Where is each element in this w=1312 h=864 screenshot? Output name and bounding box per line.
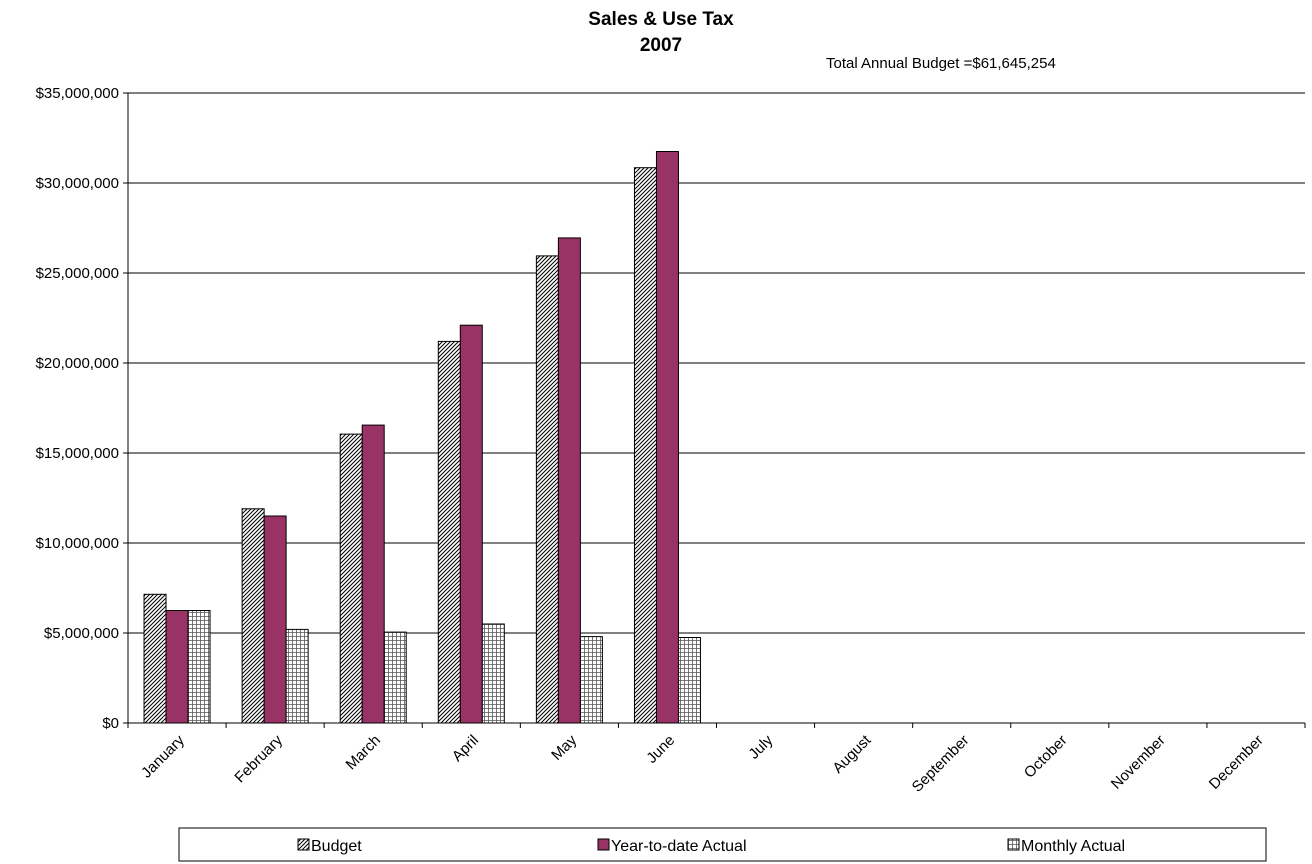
bar-year-to-date-actual-february	[263, 515, 287, 724]
chart-title: Sales & Use Tax	[588, 9, 734, 30]
x-axis: January February March April May June July Augu…	[127, 722, 1306, 796]
legend-swatch-budget	[297, 838, 310, 851]
y-axis: $0 $5,000,000 $10,000,000 $15,000,000 $20,00…	[36, 85, 129, 732]
legend-label-ytd-actual: Year-to-date Actual	[611, 838, 747, 855]
bar-year-to-date-actual-june	[655, 151, 679, 724]
y-tick-label-7: $35,000,000	[36, 85, 119, 102]
x-tick-label-may: May	[548, 731, 580, 763]
legend-box	[178, 827, 1267, 862]
bar-year-to-date-actual-march	[361, 424, 385, 724]
bar-monthly-actual-april	[481, 623, 505, 724]
x-tick-label-april: April	[449, 732, 482, 765]
bar-monthly-actual-february	[285, 628, 309, 724]
x-tick-label-july: July	[745, 731, 776, 762]
x-tick-label-march: March	[343, 732, 384, 773]
bar-year-to-date-actual-may	[557, 237, 581, 724]
bar-year-to-date-actual-january	[165, 610, 189, 724]
total-budget-note: Total Annual Budget =$61,645,254	[826, 55, 1056, 72]
bar-budget-february	[241, 508, 265, 724]
bars	[143, 151, 701, 724]
gridlines	[128, 92, 1305, 724]
legend-swatch-monthly-actual	[1007, 838, 1020, 851]
y-tick-label-4: $20,000,000	[36, 355, 119, 372]
legend-swatch-ytd-actual	[597, 838, 610, 851]
y-tick-label-3: $15,000,000	[36, 445, 119, 462]
x-tick-label-september: September	[909, 732, 973, 796]
bar-budget-march	[339, 433, 363, 724]
legend-label-monthly-actual: Monthly Actual	[1021, 838, 1125, 855]
bar-budget-may	[535, 255, 559, 724]
bar-monthly-actual-january	[187, 610, 211, 724]
x-tick-label-november: November	[1108, 732, 1169, 793]
legend: Budget Year-to-date Actual Monthly Actua…	[178, 827, 1267, 862]
bar-budget-january	[143, 593, 167, 724]
bar-monthly-actual-may	[579, 636, 603, 724]
bar-budget-april	[437, 340, 461, 724]
chart-subtitle: 2007	[640, 35, 682, 56]
y-tick-label-1: $5,000,000	[44, 625, 119, 642]
x-tick-label-october: October	[1021, 732, 1071, 782]
y-tick-label-2: $10,000,000	[36, 535, 119, 552]
x-tick-label-june: June	[643, 732, 678, 767]
bar-monthly-actual-june	[677, 637, 701, 724]
y-tick-label-5: $25,000,000	[36, 265, 119, 282]
bar-year-to-date-actual-april	[459, 324, 483, 724]
x-tick-label-january: January	[138, 731, 188, 781]
x-tick-label-february: February	[231, 731, 286, 786]
bar-budget-june	[633, 167, 657, 724]
legend-label-budget: Budget	[311, 838, 362, 855]
x-tick-label-august: August	[829, 731, 875, 777]
y-tick-label-0: $0	[102, 715, 119, 732]
y-tick-label-6: $30,000,000	[36, 175, 119, 192]
bar-monthly-actual-march	[383, 631, 407, 724]
x-tick-label-december: December	[1206, 732, 1267, 793]
